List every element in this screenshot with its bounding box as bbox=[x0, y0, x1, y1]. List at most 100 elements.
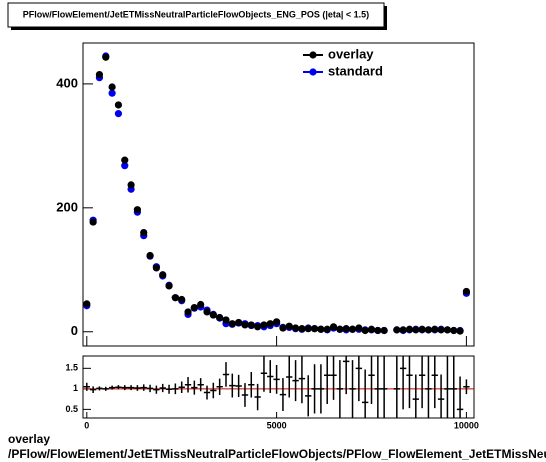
marker bbox=[285, 322, 293, 330]
marker bbox=[190, 303, 198, 312]
marker bbox=[424, 326, 433, 334]
ratio-point bbox=[444, 356, 451, 418]
ratio-point bbox=[229, 373, 236, 398]
ratio-point bbox=[178, 381, 185, 393]
marker bbox=[273, 318, 281, 326]
ratio-point bbox=[418, 356, 426, 409]
y-tick-label: 1 bbox=[73, 383, 78, 393]
ratio-point bbox=[184, 376, 192, 393]
marker bbox=[342, 325, 350, 333]
marker bbox=[241, 321, 249, 329]
ratio-point bbox=[146, 384, 154, 393]
ratio-point bbox=[292, 360, 299, 402]
marker bbox=[222, 316, 230, 324]
marker bbox=[266, 320, 274, 328]
marker bbox=[184, 308, 192, 316]
marker bbox=[450, 326, 458, 335]
ratio-point bbox=[336, 360, 344, 418]
marker bbox=[348, 325, 357, 333]
marker bbox=[298, 325, 306, 333]
marker bbox=[393, 326, 401, 334]
legend-label: standard bbox=[328, 63, 383, 78]
ratio-point bbox=[115, 385, 122, 390]
ratio-point bbox=[343, 356, 350, 395]
y-tick-label: 1.5 bbox=[65, 363, 78, 373]
ratio-point bbox=[406, 356, 413, 409]
ratio-point bbox=[89, 386, 97, 393]
marker bbox=[127, 181, 135, 189]
ratio-points bbox=[83, 356, 470, 418]
marker bbox=[133, 206, 141, 214]
ratio-point bbox=[83, 382, 90, 391]
y-tick-label: 200 bbox=[56, 199, 78, 214]
y-tick-label: 0 bbox=[71, 323, 78, 338]
y-tick-label: 0.5 bbox=[65, 404, 78, 414]
marker bbox=[462, 287, 471, 296]
ratio-point bbox=[140, 384, 147, 391]
marker bbox=[165, 282, 173, 290]
marker bbox=[95, 71, 104, 79]
marker bbox=[108, 83, 116, 91]
y-tick-label: 400 bbox=[56, 75, 78, 90]
marker bbox=[329, 323, 338, 331]
ratio-point bbox=[393, 356, 400, 418]
ratio-frame bbox=[82, 355, 475, 419]
ratio-point bbox=[311, 364, 318, 414]
ratio-point bbox=[222, 362, 230, 387]
ratio-point bbox=[399, 356, 407, 410]
marker bbox=[83, 300, 91, 308]
marker bbox=[235, 318, 243, 327]
ratio-point bbox=[260, 356, 268, 392]
main-frame bbox=[82, 42, 475, 347]
x-tick-label: 0 bbox=[84, 420, 89, 430]
marker bbox=[380, 326, 388, 335]
ratio-point bbox=[153, 385, 160, 394]
marker bbox=[102, 53, 110, 61]
marker bbox=[317, 325, 325, 333]
marker bbox=[456, 327, 464, 335]
marker bbox=[247, 321, 255, 329]
marker bbox=[121, 162, 129, 170]
ratio-point bbox=[159, 383, 166, 393]
marker bbox=[260, 321, 268, 329]
footer-path: /PFlow/FlowElement/JetETMissNeutralParti… bbox=[8, 447, 546, 461]
marker bbox=[203, 308, 211, 316]
ratio-point bbox=[330, 356, 337, 400]
marker bbox=[140, 229, 148, 237]
marker bbox=[197, 300, 205, 309]
ratio-point bbox=[216, 378, 223, 396]
marker bbox=[228, 320, 236, 328]
marker bbox=[114, 110, 123, 118]
ratio-point bbox=[172, 383, 179, 395]
ratio-point bbox=[127, 385, 135, 391]
legend-label: overlay bbox=[328, 46, 374, 61]
chart-title: PFlow/FlowElement/JetETMissNeutralPartic… bbox=[23, 9, 369, 19]
x-tick-label: 5000 bbox=[267, 420, 287, 430]
marker bbox=[178, 295, 186, 304]
ratio-point bbox=[210, 382, 217, 399]
marker bbox=[171, 294, 179, 302]
ratio-point bbox=[235, 374, 242, 398]
ratio-point bbox=[412, 374, 419, 418]
x-tick-label: 10000 bbox=[454, 420, 479, 430]
ratio-point bbox=[165, 384, 173, 394]
marker bbox=[152, 264, 160, 272]
ratio-point bbox=[121, 385, 128, 391]
ratio-point bbox=[108, 385, 116, 390]
marker bbox=[310, 325, 319, 333]
ratio-point bbox=[267, 360, 274, 393]
ratio-point bbox=[456, 376, 464, 418]
ratio-point bbox=[450, 356, 457, 418]
ratio-point bbox=[463, 379, 470, 395]
marker bbox=[405, 325, 414, 333]
marker bbox=[216, 313, 224, 322]
ratio-point bbox=[254, 383, 261, 411]
marker bbox=[431, 325, 439, 333]
ratio-point bbox=[279, 378, 287, 412]
ratio-point bbox=[305, 375, 312, 417]
ratio-point bbox=[102, 386, 109, 391]
marker bbox=[159, 271, 167, 279]
marker bbox=[412, 326, 420, 334]
